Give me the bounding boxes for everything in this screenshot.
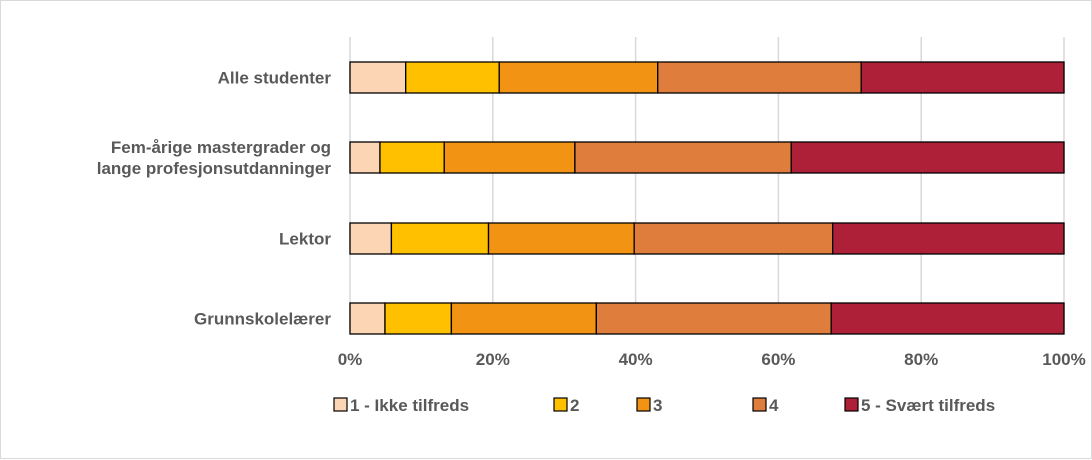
legend-label: 5 - Svært tilfreds bbox=[861, 396, 995, 415]
bar-segment bbox=[832, 222, 1065, 255]
bar-segment bbox=[349, 222, 393, 255]
x-tick-label: 60% bbox=[761, 350, 795, 369]
legend-swatch bbox=[636, 397, 651, 412]
bar-segment bbox=[790, 141, 1065, 174]
category-label: lange profesjonsutdanninger bbox=[97, 159, 332, 178]
bar-segment bbox=[595, 302, 832, 335]
bar-segment bbox=[830, 302, 1065, 335]
bar-segment bbox=[450, 302, 597, 335]
legend-swatch bbox=[553, 397, 568, 412]
bar-segment bbox=[349, 61, 407, 94]
bar-segment bbox=[443, 141, 576, 174]
bar-segment bbox=[390, 222, 490, 255]
bar-segment bbox=[633, 222, 834, 255]
legend-label: 1 - Ikke tilfreds bbox=[350, 396, 469, 415]
bar-segment bbox=[498, 61, 659, 94]
legend-label: 2 bbox=[570, 396, 579, 415]
legend-label: 3 bbox=[653, 396, 662, 415]
bar-segment bbox=[349, 141, 381, 174]
x-tick-label: 0% bbox=[338, 350, 363, 369]
bar-segment bbox=[405, 61, 500, 94]
legend-swatch bbox=[752, 397, 767, 412]
bar-segment bbox=[379, 141, 445, 174]
x-tick-label: 80% bbox=[904, 350, 938, 369]
x-tick-label: 20% bbox=[476, 350, 510, 369]
bar-segment bbox=[574, 141, 792, 174]
bar-segment bbox=[349, 302, 386, 335]
legend-label: 4 bbox=[769, 396, 779, 415]
legend-swatch bbox=[844, 397, 859, 412]
category-label: Grunnskolelærer bbox=[194, 310, 331, 329]
bar-segment bbox=[860, 61, 1065, 94]
bar-segment bbox=[657, 61, 862, 94]
category-label: Alle studenter bbox=[218, 69, 332, 88]
category-label: Fem-årige mastergrader og bbox=[111, 138, 331, 157]
category-label: Lektor bbox=[279, 230, 331, 249]
x-tick-label: 40% bbox=[619, 350, 653, 369]
legend-swatch bbox=[333, 397, 348, 412]
bar-segment bbox=[384, 302, 453, 335]
x-tick-label: 100% bbox=[1042, 350, 1085, 369]
bar-segment bbox=[487, 222, 635, 255]
